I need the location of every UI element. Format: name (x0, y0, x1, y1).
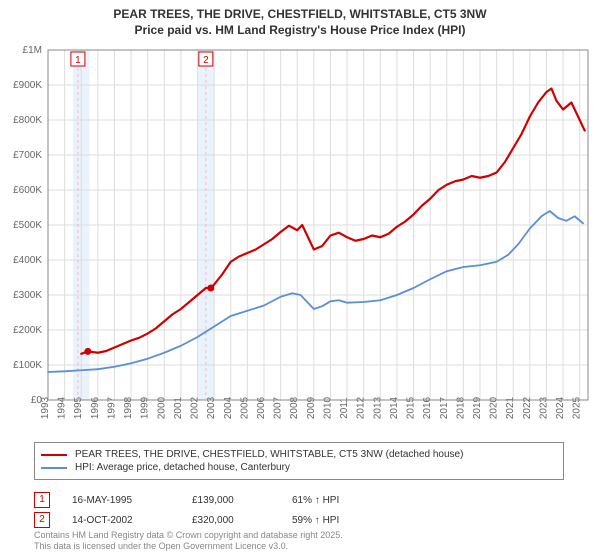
legend-label: HPI: Average price, detached house, Cant… (75, 462, 290, 473)
svg-text:£200K: £200K (13, 325, 42, 336)
svg-text:£100K: £100K (13, 360, 42, 371)
marker-date: 16-MAY-1995 (72, 495, 192, 506)
legend: PEAR TREES, THE DRIVE, CHESTFIELD, WHITS… (34, 442, 564, 480)
svg-text:£900K: £900K (13, 80, 42, 91)
legend-item-hpi: HPI: Average price, detached house, Cant… (41, 462, 557, 473)
svg-text:£1M: £1M (23, 45, 42, 56)
sale-markers: 1 16-MAY-1995 £139,000 61% ↑ HPI 2 14-OC… (34, 488, 564, 532)
svg-text:2: 2 (203, 55, 209, 66)
marker-badge: 2 (34, 512, 50, 528)
marker-hpi: 61% ↑ HPI (292, 495, 412, 506)
footnote: Contains HM Land Registry data © Crown c… (34, 530, 343, 553)
title-line-1: PEAR TREES, THE DRIVE, CHESTFIELD, WHITS… (0, 6, 600, 22)
legend-label: PEAR TREES, THE DRIVE, CHESTFIELD, WHITS… (75, 449, 463, 460)
svg-text:£600K: £600K (13, 185, 42, 196)
legend-swatch (41, 454, 67, 456)
marker-badge: 1 (34, 492, 50, 508)
footnote-line-2: This data is licensed under the Open Gov… (34, 541, 343, 552)
svg-text:£800K: £800K (13, 115, 42, 126)
title-line-2: Price paid vs. HM Land Registry's House … (0, 22, 600, 38)
sale-marker-row: 2 14-OCT-2002 £320,000 59% ↑ HPI (34, 512, 564, 528)
svg-text:£400K: £400K (13, 255, 42, 266)
footnote-line-1: Contains HM Land Registry data © Crown c… (34, 530, 343, 541)
marker-price: £320,000 (192, 515, 292, 526)
sale-marker-row: 1 16-MAY-1995 £139,000 61% ↑ HPI (34, 492, 564, 508)
line-chart-svg: £0£100K£200K£300K£400K£500K£600K£700K£80… (0, 42, 600, 437)
legend-swatch (41, 467, 67, 469)
svg-text:£500K: £500K (13, 220, 42, 231)
legend-item-price-paid: PEAR TREES, THE DRIVE, CHESTFIELD, WHITS… (41, 449, 557, 460)
marker-hpi: 59% ↑ HPI (292, 515, 412, 526)
svg-text:£700K: £700K (13, 150, 42, 161)
chart-title: PEAR TREES, THE DRIVE, CHESTFIELD, WHITS… (0, 0, 600, 38)
marker-date: 14-OCT-2002 (72, 515, 192, 526)
svg-text:1: 1 (75, 55, 81, 66)
marker-price: £139,000 (192, 495, 292, 506)
svg-text:£300K: £300K (13, 290, 42, 301)
chart-area: £0£100K£200K£300K£400K£500K£600K£700K£80… (0, 42, 600, 437)
